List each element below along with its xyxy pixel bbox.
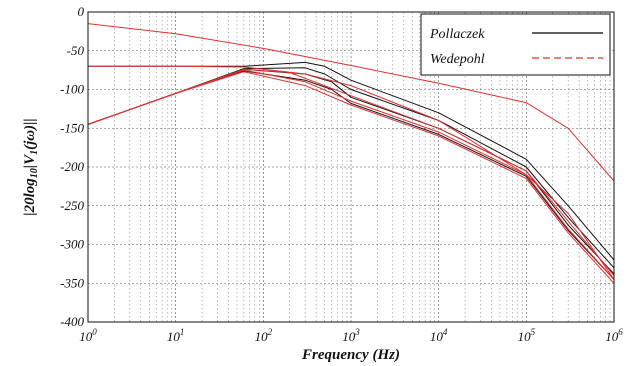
legend-label-wedepohl: Wedepohl [430, 52, 485, 67]
y-tick-label: -200 [60, 159, 84, 174]
legend: Pollaczek Wedepohl [420, 13, 611, 76]
y-tick-label: -350 [60, 275, 84, 290]
legend-box [420, 13, 611, 76]
series-layer [87, 23, 615, 284]
x-tick-label: 104 [430, 327, 448, 344]
y-tick-labels: 0 -50 -100 -150 -200 -250 -300 -350 -400 [60, 4, 84, 329]
y-tick-label: 0 [78, 4, 85, 19]
x-tick-label: 100 [79, 327, 97, 344]
y-tick-label: -150 [60, 120, 84, 135]
series-line-wedepohl-0 [87, 23, 615, 182]
y-axis-label-sub2: 1 [29, 150, 40, 155]
x-tick-label: 103 [342, 327, 360, 344]
x-tick-label: 102 [255, 327, 273, 344]
legend-label-pollaczek: Pollaczek [429, 27, 485, 42]
x-axis-label: Frequency (Hz) [301, 347, 400, 363]
y-axis-label-sub1: 10 [29, 168, 40, 178]
series-line-wedepohl-3 [87, 69, 615, 280]
series-line-wedepohl-1 [88, 65, 615, 280]
y-tick-label: -300 [60, 237, 84, 252]
y-tick-label: -50 [67, 43, 85, 58]
x-tick-label: 101 [167, 327, 185, 344]
x-tick-label: 105 [518, 327, 536, 344]
y-axis-label-mid: |V [22, 153, 38, 168]
y-axis-label-post: (jω)|| [22, 118, 38, 150]
x-tick-label: 106 [605, 327, 623, 344]
y-axis-label-pre: |20log [22, 178, 38, 216]
series-line-pollaczek-7 [87, 68, 615, 275]
y-tick-label: -250 [60, 198, 84, 213]
y-tick-label: -100 [60, 82, 84, 97]
y-axis-label: |20log10|V1(jω)|| [22, 118, 40, 215]
x-tick-labels: 100 101 102 103 104 105 106 [79, 327, 623, 344]
y-tick-label: -400 [60, 314, 84, 329]
series-line-wedepohl-4 [87, 71, 615, 284]
plot-frame [87, 11, 615, 323]
